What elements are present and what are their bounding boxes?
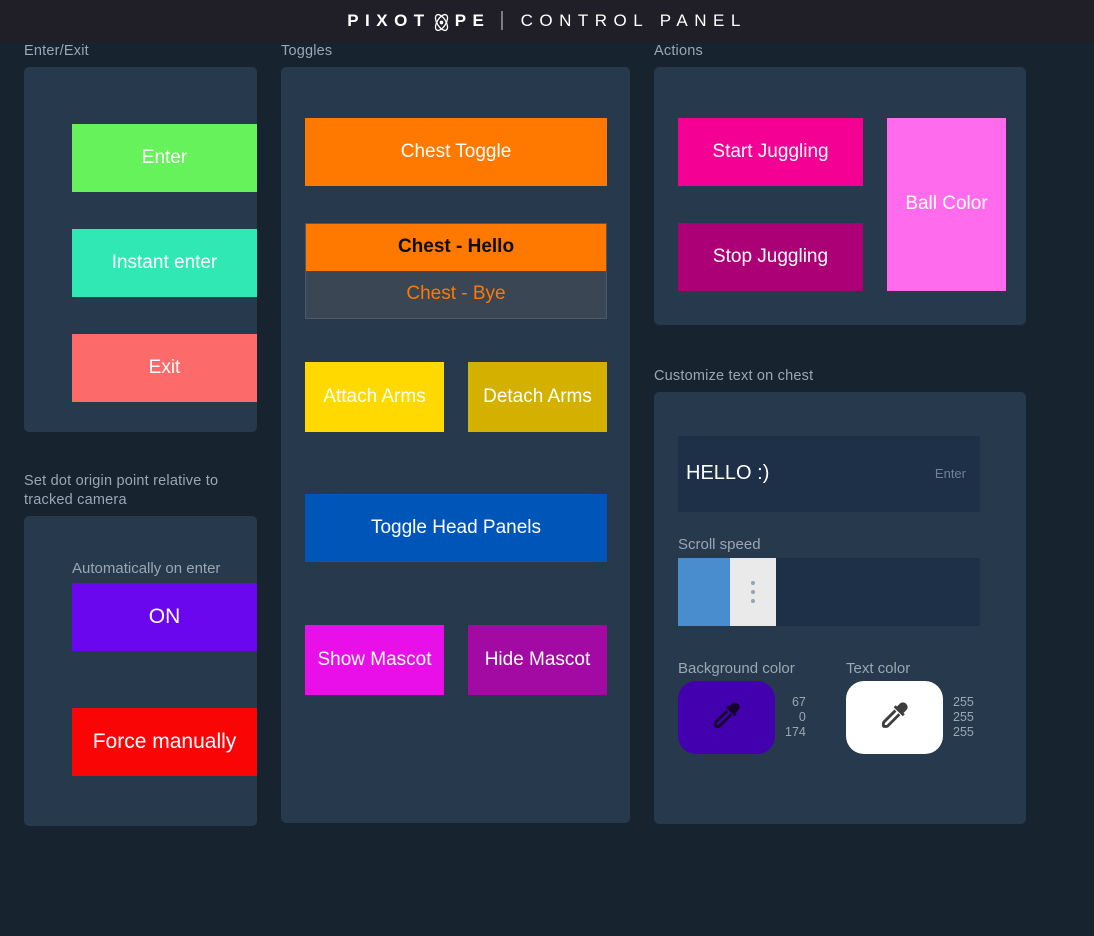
background-color-r: 67 <box>791 695 806 710</box>
brand-separator: | <box>499 9 505 31</box>
dot-origin-panel: Automatically on enter ON Force manually <box>24 515 257 826</box>
actions-group-label: Actions <box>654 43 703 59</box>
background-color-group: Background color 67 <box>678 660 806 754</box>
text-color-b: 255 <box>953 724 974 739</box>
chest-text-value: HELLO :) <box>686 462 770 485</box>
customize-panel: HELLO :) Enter Scroll speed Background c… <box>654 391 1026 824</box>
brand-logo: PIXOT PE <box>347 11 490 32</box>
background-color-b: 174 <box>785 724 806 739</box>
chest-bye-option[interactable]: Chest - Bye <box>306 270 606 318</box>
text-color-group: Text color 255 255 <box>846 660 974 754</box>
toggles-panel: Chest Toggle Chest - Hello Chest - Bye A… <box>281 66 630 823</box>
toggles-group-label: Toggles <box>281 43 333 59</box>
scroll-speed-label: Scroll speed <box>678 535 761 553</box>
text-color-body: 255 255 255 <box>846 680 974 754</box>
text-color-label: Text color <box>846 659 911 677</box>
force-manually-button[interactable]: Force manually <box>72 707 257 776</box>
grip-dot-icon <box>751 598 755 603</box>
eyedropper-icon <box>878 698 912 737</box>
chest-toggle-button[interactable]: Chest Toggle <box>305 117 607 186</box>
stop-juggling-button[interactable]: Stop Juggling <box>678 222 863 291</box>
customize-group-label: Customize text on chest <box>654 367 814 384</box>
background-color-body: 67 0 174 <box>678 680 806 754</box>
column-spacer <box>654 325 1026 367</box>
text-color-rgb: 255 255 255 <box>953 695 974 739</box>
text-color-swatch[interactable] <box>846 680 943 754</box>
background-color-label: Background color <box>678 659 795 677</box>
chest-message-segmented-control[interactable]: Chest - Hello Chest - Bye <box>305 222 607 319</box>
instant-enter-button[interactable]: Instant enter <box>72 228 257 297</box>
text-color-g: 255 <box>953 709 974 724</box>
main-content: Enter/Exit Enter Instant enter Exit Set … <box>0 42 1094 936</box>
enter-exit-group-label: Enter/Exit <box>24 43 89 59</box>
start-juggling-button[interactable]: Start Juggling <box>678 117 863 186</box>
app-header: PIXOT PE | CONTROL PANEL <box>0 0 1094 42</box>
brand-text-post: PE <box>454 11 491 30</box>
eyedropper-icon <box>710 698 744 737</box>
text-color-r: 255 <box>953 695 974 710</box>
column-enter-exit: Enter/Exit Enter Instant enter Exit Set … <box>24 42 257 826</box>
enter-button[interactable]: Enter <box>72 123 257 192</box>
ball-color-button[interactable]: Ball Color <box>887 117 1006 291</box>
scroll-speed-slider-fill <box>678 557 730 626</box>
brand-text-pre: PIXOT <box>347 11 431 30</box>
background-color-swatch[interactable] <box>678 680 775 754</box>
hide-mascot-button[interactable]: Hide Mascot <box>468 624 607 695</box>
chest-hello-option[interactable]: Chest - Hello <box>306 223 606 271</box>
attach-arms-button[interactable]: Attach Arms <box>305 361 444 432</box>
app-title: CONTROL PANEL <box>520 11 747 30</box>
toggle-head-panels-button[interactable]: Toggle Head Panels <box>305 493 607 562</box>
grip-dot-icon <box>751 589 755 594</box>
on-button[interactable]: ON <box>72 582 257 651</box>
exit-button[interactable]: Exit <box>72 333 257 402</box>
atom-icon <box>431 12 452 33</box>
background-color-g: 0 <box>798 709 806 724</box>
enter-exit-panel: Enter Instant enter Exit <box>24 66 257 432</box>
column-spacer <box>24 432 257 472</box>
show-mascot-button[interactable]: Show Mascot <box>305 624 444 695</box>
dot-origin-group-label: Set dot origin point relative to tracked… <box>24 472 219 508</box>
detach-arms-button[interactable]: Detach Arms <box>468 361 607 432</box>
actions-panel: Start Juggling Stop Juggling Ball Color <box>654 66 1026 325</box>
column-actions: Actions Start Juggling Stop Juggling Bal… <box>654 42 1026 824</box>
scroll-speed-slider[interactable] <box>678 557 980 626</box>
scroll-speed-slider-handle[interactable] <box>730 557 776 626</box>
chest-text-input[interactable]: HELLO :) Enter <box>678 435 980 512</box>
chest-text-enter-hint: Enter <box>934 466 966 482</box>
background-color-rgb: 67 0 174 <box>785 695 806 739</box>
grip-dot-icon <box>751 580 755 585</box>
automatically-on-enter-label: Automatically on enter <box>72 559 221 577</box>
column-toggles: Toggles Chest Toggle Chest - Hello Chest… <box>281 42 630 823</box>
